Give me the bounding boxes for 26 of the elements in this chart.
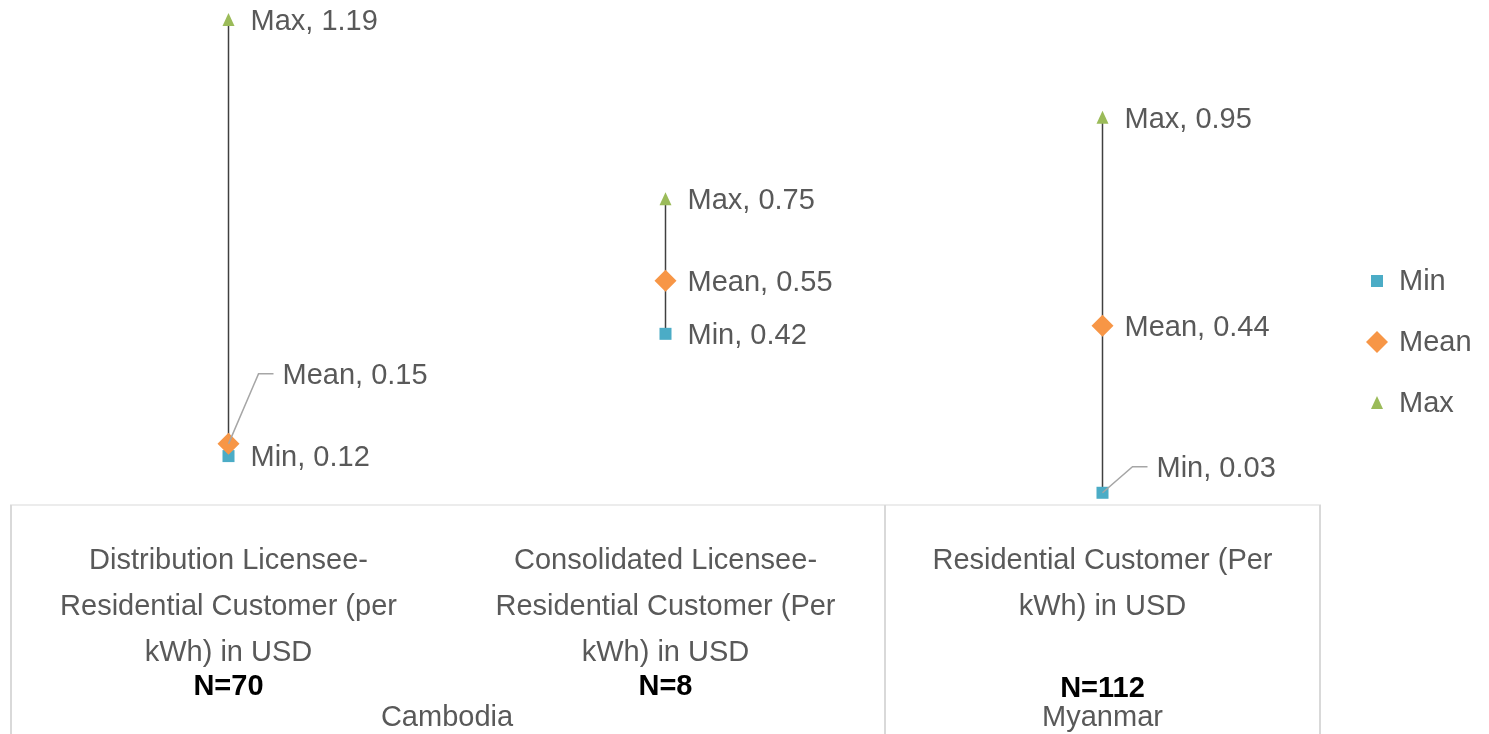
point [1091,314,1114,337]
point [659,327,672,340]
text: N=8 [638,669,693,701]
data-label: Max, 0.95 [1124,101,1252,134]
text: Cambodia [379,700,515,733]
point [659,192,672,206]
data-label: Mean, 0.15 [282,357,428,390]
data-label: Min, 0.03 [1156,450,1276,483]
data-label: Max, 1.19 [250,4,378,36]
point [654,269,677,292]
data-label: Min, 0.12 [250,440,370,473]
data-label: Max, 0.75 [687,183,815,216]
data-label: Mean, 0.55 [687,264,833,297]
x-tick-label: Distribution Licensee-Residential Customer (per kWh) in USD [60,543,398,667]
legend-label: Max [1399,386,1454,419]
data-label: Mean, 0.44 [1124,309,1270,342]
x-tick-label: Residential Customer (Per kWh) in USD [932,543,1273,621]
x-tick-label: Consolidated Licensee-Residential Customer (Per kWh) in USD [495,543,836,667]
text: N=70 [193,669,264,701]
legend-label: Mean [1399,325,1472,358]
point [1096,486,1109,499]
data-label: Min, 0.42 [687,317,807,350]
point [217,432,240,455]
point [1096,110,1109,124]
legend-label: Min [1399,264,1446,297]
point [222,13,235,26]
